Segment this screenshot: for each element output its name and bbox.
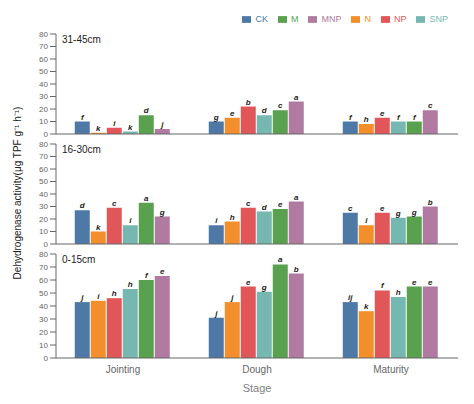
svg-text:i: i [215, 216, 218, 225]
svg-text:j: j [160, 120, 164, 129]
svg-text:20: 20 [39, 105, 48, 114]
html-text:0-15cm: 0-15cm [62, 254, 96, 265]
svg-text:80: 80 [39, 250, 48, 259]
svg-text:b: b [428, 198, 433, 207]
svg-text:e: e [428, 278, 433, 287]
svg-text:e: e [412, 278, 417, 287]
svg-text:40: 40 [39, 190, 48, 199]
svg-text:c: c [278, 101, 283, 110]
html-text:CK: CK [255, 14, 268, 24]
svg-text:d: d [144, 106, 150, 115]
svg-text:20: 20 [39, 215, 48, 224]
svg-text:50: 50 [39, 67, 48, 76]
svg-text:c: c [246, 199, 251, 208]
svg-text:30: 30 [39, 315, 48, 324]
svg-text:70: 70 [39, 263, 48, 272]
svg-text:70: 70 [39, 42, 48, 51]
svg-text:h: h [396, 288, 401, 297]
svg-text:ij: ij [348, 293, 353, 302]
svg-text:50: 50 [39, 177, 48, 186]
svg-text:0: 0 [44, 354, 49, 363]
svg-text:f: f [145, 271, 149, 280]
svg-text:80: 80 [39, 30, 48, 39]
svg-text:g: g [261, 283, 267, 292]
svg-text:g: g [159, 208, 165, 217]
svg-text:b: b [246, 98, 251, 107]
svg-text:j: j [230, 293, 234, 302]
svg-text:0: 0 [44, 130, 49, 138]
svg-text:Dough: Dough [242, 364, 271, 375]
svg-text:70: 70 [39, 152, 48, 161]
svg-text:e: e [246, 278, 251, 287]
svg-text:g: g [395, 209, 401, 218]
html-text:N: N [364, 14, 371, 24]
svg-text:60: 60 [39, 276, 48, 285]
svg-text:b: b [294, 265, 299, 274]
svg-text:h: h [364, 115, 369, 124]
svg-text:g: g [213, 113, 219, 122]
svg-text:i: i [97, 292, 100, 301]
svg-text:f: f [381, 281, 385, 290]
svg-text:f: f [413, 113, 417, 122]
svg-text:h: h [128, 280, 133, 289]
html-text:NP: NP [394, 14, 407, 24]
svg-text:c: c [348, 204, 353, 213]
svg-text:d: d [262, 106, 268, 115]
svg-text:j: j [214, 309, 218, 318]
svg-text:a: a [278, 255, 283, 264]
html-text:SNP: SNP [429, 14, 448, 24]
svg-text:a: a [294, 193, 299, 202]
html-text:M: M [291, 14, 299, 24]
html-text:31-45cm: 31-45cm [62, 34, 101, 45]
svg-text:h: h [112, 289, 117, 298]
svg-text:d: d [262, 203, 268, 212]
svg-text:30: 30 [39, 202, 48, 211]
svg-text:a: a [294, 93, 299, 102]
svg-text:a: a [144, 194, 149, 203]
svg-text:k: k [96, 124, 101, 133]
svg-text:e: e [160, 267, 165, 276]
svg-text:k: k [364, 302, 369, 311]
svg-text:k: k [128, 123, 133, 132]
svg-text:Jointing: Jointing [106, 364, 140, 375]
svg-text:e: e [380, 204, 385, 213]
svg-text:60: 60 [39, 55, 48, 64]
svg-text:e: e [380, 109, 385, 118]
svg-text:f: f [349, 113, 353, 122]
svg-text:i: i [113, 119, 116, 128]
html-text:MNP: MNP [321, 14, 342, 24]
svg-text:c: c [428, 101, 433, 110]
svg-text:10: 10 [39, 117, 48, 126]
svg-text:d: d [80, 201, 86, 210]
svg-text:c: c [112, 199, 117, 208]
html-text:Dehydrogenase activity(μg TPF: Dehydrogenase activity(μg TPF g⁻¹ h⁻¹) [12, 106, 23, 280]
svg-text:10: 10 [39, 341, 48, 350]
svg-text:10: 10 [39, 227, 48, 236]
svg-text:f: f [81, 113, 85, 122]
svg-text:k: k [96, 223, 101, 232]
svg-text:h: h [230, 213, 235, 222]
svg-text:j: j [80, 293, 84, 302]
svg-text:80: 80 [39, 140, 48, 149]
html-text:16-30cm: 16-30cm [62, 144, 101, 155]
svg-text:e: e [278, 200, 283, 209]
svg-text:20: 20 [39, 328, 48, 337]
svg-text:f: f [397, 113, 401, 122]
svg-text:g: g [411, 208, 417, 217]
svg-text:i: i [365, 216, 368, 225]
svg-text:40: 40 [39, 302, 48, 311]
svg-text:i: i [129, 216, 132, 225]
svg-text:40: 40 [39, 80, 48, 89]
svg-text:Stage: Stage [243, 382, 272, 394]
svg-text:30: 30 [39, 92, 48, 101]
svg-text:50: 50 [39, 289, 48, 298]
svg-text:60: 60 [39, 165, 48, 174]
svg-text:e: e [230, 109, 235, 118]
svg-text:Maturity: Maturity [373, 364, 409, 375]
svg-text:0: 0 [44, 240, 49, 248]
